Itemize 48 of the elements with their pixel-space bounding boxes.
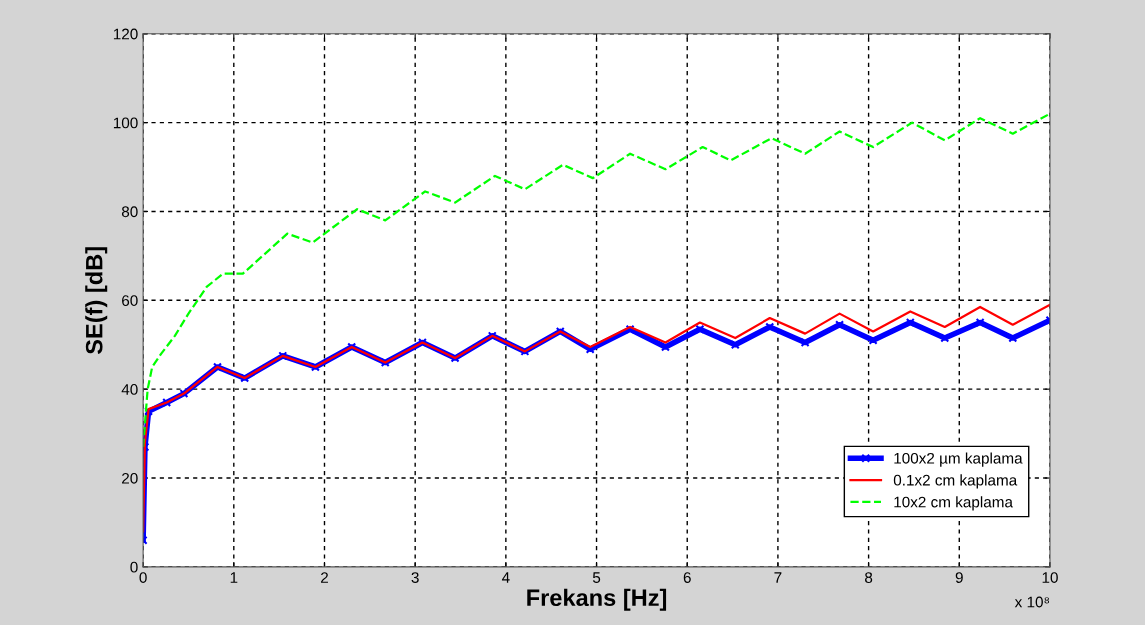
x-tick-label: 6 [683, 572, 691, 583]
point [278, 351, 288, 361]
point [144, 406, 154, 416]
point [347, 342, 357, 352]
y-tick-label: 100 [113, 117, 138, 129]
x-tick-label: 9 [955, 572, 963, 583]
legend-label: 0.1x2 cm kaplama [893, 474, 1018, 489]
legend-label: 100x2 µm kaplama [894, 452, 1023, 467]
legend-label: 10x2 cm kaplama [894, 496, 1013, 511]
x-tick-label: 0 [139, 572, 147, 583]
point [625, 324, 635, 334]
x-tick-label: 2 [321, 572, 328, 583]
point [450, 353, 460, 363]
point [905, 318, 915, 328]
y-tick-label: 40 [121, 384, 138, 395]
y-tick-label: 80 [121, 206, 138, 218]
point [730, 340, 740, 350]
point [695, 324, 705, 334]
x-tick-label: 10 [1042, 572, 1058, 583]
point [868, 335, 878, 345]
point [765, 322, 775, 332]
text: x 10⁸ [1014, 596, 1050, 608]
point [310, 362, 320, 372]
point [487, 331, 497, 341]
x-tick-label: 8 [865, 572, 873, 583]
x-tick-label: 1 [230, 572, 238, 583]
point [417, 338, 427, 348]
x-axis-title: Frekans [Hz] [527, 588, 667, 611]
point [179, 389, 189, 399]
y-tick-label: 120 [113, 28, 138, 40]
point [1008, 333, 1018, 343]
point [240, 373, 250, 383]
y-tick-label: 0 [130, 561, 138, 573]
y-axis-title: SE(f) [dB] [85, 247, 108, 355]
point [380, 358, 390, 368]
x-tick-label: 7 [774, 572, 782, 583]
point [520, 346, 530, 356]
point [162, 397, 172, 408]
y-tick-label: 20 [122, 472, 138, 484]
point [975, 318, 985, 328]
x-tick-label: 3 [411, 572, 419, 583]
x-tick-label: 5 [592, 572, 601, 583]
point [835, 320, 845, 330]
point [212, 362, 222, 372]
point [800, 338, 810, 348]
x-tick-label: 4 [501, 572, 510, 583]
y-tick-label: 60 [122, 295, 138, 306]
point [940, 333, 950, 343]
